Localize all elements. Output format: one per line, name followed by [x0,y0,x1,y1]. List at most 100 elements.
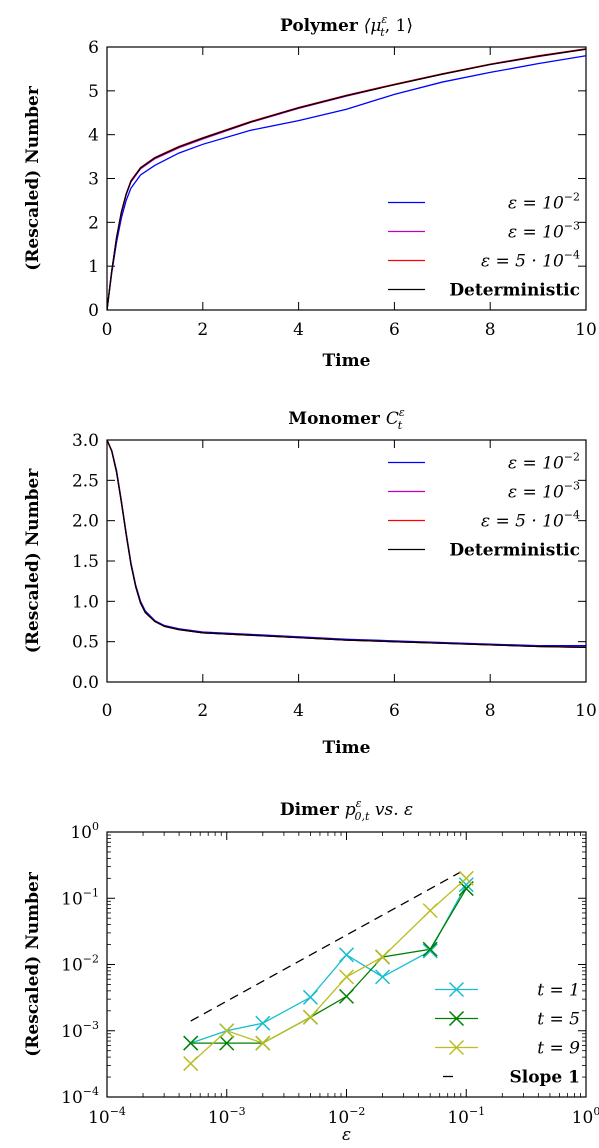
legend-label: ε = 10−3 [508,480,580,503]
y-tick-label: 10−2 [61,953,99,976]
data-point-marker [375,969,391,985]
data-point-marker [302,1009,318,1025]
series-line-3 [190,877,467,1065]
data-point-marker [338,947,355,963]
chart-title-subscript: t [380,26,385,39]
legend-label: t = 9 [537,1039,580,1059]
x-tick-label: 8 [485,320,496,340]
y-tick-label: 0.0 [72,673,99,693]
legend-label-text: Deterministic [449,541,580,561]
x-tick-label: 10 [575,320,597,340]
x-tick-base: 10 [208,1108,230,1128]
series-line-1 [107,55,586,310]
legend-label-text: ε = 5 · 10 [481,252,564,272]
y-tick-label: 10−4 [61,1085,99,1108]
chart-title: Polymer ⟨με t, 1⟩ [280,13,413,39]
data-point-marker [219,1035,235,1051]
series-line-4 [190,871,462,1022]
x-tick-label: 10−1 [447,1105,485,1128]
legend-label-text: ε = 5 · 10 [481,512,564,532]
chart-title-symbol: C [386,409,399,429]
x-axis-label: Time [323,738,371,758]
data-point-marker [422,903,438,919]
chart-title-text: Polymer [280,16,364,36]
x-tick-label: 6 [389,320,400,340]
y-tick-label: 4 [88,126,99,146]
x-tick-label: 2 [197,701,208,721]
legend-label: ε = 10−3 [508,220,580,243]
legend-swatch-marker [448,1010,465,1027]
chart-panel-2: Monomer Cε t (Rescaled) Number Time 0 2 4 6 8 10 0… [23,406,597,758]
x-tick-label: 10−2 [328,1105,366,1128]
legend-swatch-marker [448,981,465,998]
y-tick-exponent: −3 [83,1019,99,1032]
legend-label: t = 5 [537,1010,580,1030]
chart-title: Monomer Cε t [288,406,405,432]
legend-label: Slope 1 [509,1068,580,1088]
x-tick-label: 0 [102,701,113,721]
x-tick-label: 4 [293,701,304,721]
data-point-marker [219,1023,235,1039]
chart-title-symbol: ⟨μ [364,16,382,36]
x-axis-label: ε [342,1125,351,1145]
y-tick-label: 10−1 [61,886,99,909]
chart-title-tail: vs. ε [369,800,413,820]
y-tick-exponent: −2 [83,953,99,966]
y-tick-label: 1 [88,257,99,277]
data-point-marker [458,870,474,886]
x-tick-label: 8 [485,701,496,721]
y-tick-base: 10 [61,1022,83,1042]
legend-label: Deterministic [449,281,580,301]
y-tick-label: 1.5 [72,552,99,572]
y-axis-label: (Rescaled) Number [23,85,43,271]
chart-title-superscript: ε [356,797,362,810]
legend-label: t = 1 [537,981,580,1001]
data-point-marker [183,1035,199,1051]
y-tick-label: 2.0 [72,512,99,532]
x-tick-label: 10−4 [88,1105,126,1128]
chart-title-superscript: ε [399,406,405,419]
plot-frame [106,439,587,683]
x-tick-base: 10 [328,1108,350,1128]
y-tick-label: 1.0 [72,592,99,612]
legend-label-exponent: −3 [564,480,580,493]
y-tick-exponent: −4 [83,1085,99,1098]
legend-label-text: ε = 10 [508,454,564,474]
x-tick-label: 100 [572,1105,599,1128]
data-point-marker [338,969,355,985]
y-tick-label: 2 [88,213,99,233]
series-line-4 [107,440,586,648]
chart-title-tail: , 1⟩ [385,16,413,36]
data-point-marker [302,989,318,1005]
chart-title: Dimer pε 0,t vs. ε [280,797,413,823]
x-tick-base: 10 [88,1108,110,1128]
series-group [107,440,586,648]
legend-label: ε = 10−2 [508,191,580,214]
series-line-2 [190,888,467,1044]
y-tick-exponent: −1 [83,886,99,899]
x-tick-base: 10 [447,1108,469,1128]
legend-label-text: t = 1 [537,981,580,1001]
legend-swatch-marker [448,1039,465,1056]
x-tick-exponent: −3 [229,1105,245,1118]
x-tick-exponent: −4 [110,1105,126,1118]
y-tick-label: 0.5 [72,633,99,653]
y-tick-label: 100 [70,820,99,843]
data-point-marker [422,943,438,959]
y-tick-label: 6 [88,38,99,58]
y-tick-label: 2.5 [72,471,99,491]
y-tick-exponent: 0 [92,820,99,833]
legend-label-text: ε = 10 [508,223,564,243]
x-tick-base: 10 [572,1108,594,1128]
series-group [107,48,586,310]
legend-label-exponent: −2 [564,451,580,464]
chart-title-symbol: p [345,800,356,820]
chart-title-superscript: ε [381,13,387,26]
y-tick-base: 10 [61,1088,83,1108]
x-tick-label: 6 [389,701,400,721]
x-tick-label: 4 [293,320,304,340]
series-line-4 [107,48,586,310]
chart-title-text: Dimer [280,800,345,820]
y-tick-base: 10 [61,889,83,909]
